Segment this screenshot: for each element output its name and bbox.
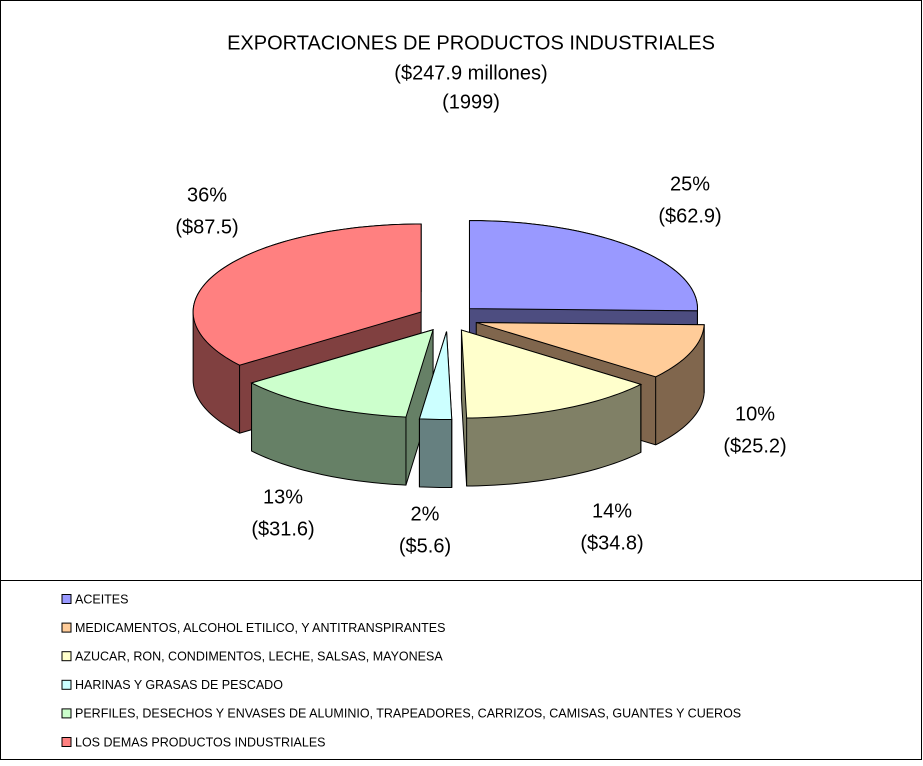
slice (192, 223, 422, 366)
slice (250, 328, 434, 418)
percent-label: 10% (735, 403, 775, 425)
slice (468, 220, 698, 312)
value-label: ($31.6) (251, 518, 314, 540)
legend-swatch (61, 679, 72, 690)
legend-label: ACEITES (75, 592, 129, 606)
legend-swatch (61, 622, 72, 633)
value-label: ($87.5) (175, 216, 238, 238)
value-label: ($5.6) (399, 535, 451, 557)
legend-label: PERFILES, DESECHOS Y ENVASES DE ALUMINIO… (75, 707, 741, 721)
legend-swatch (61, 594, 72, 604)
legend-swatch (61, 651, 72, 662)
legend-label: HARINAS Y GRASAS DE PESCADO (75, 678, 283, 692)
percent-label: 14% (592, 500, 632, 522)
percent-label: 2% (411, 503, 440, 525)
legend-label: AZUCAR, RON, CONDIMENTOS, LECHE, SALSAS,… (75, 649, 443, 663)
percent-label: 25% (670, 173, 710, 195)
legend-swatch (61, 708, 72, 719)
legend-swatch (61, 737, 72, 747)
chart-subtitle: ($247.9 millones) (394, 62, 547, 84)
chart-title: EXPORTACIONES DE PRODUCTOS INDUSTRIALES (227, 32, 715, 54)
slice (418, 331, 453, 420)
percent-label: 13% (263, 486, 303, 508)
legend-label: MEDICAMENTOS, ALCOHOL ETILICO, Y ANTITRA… (75, 621, 445, 635)
percent-label: 36% (187, 184, 227, 206)
slice (476, 322, 705, 378)
value-label: ($34.8) (580, 532, 643, 554)
value-label: ($62.9) (658, 205, 721, 227)
value-label: ($25.2) (723, 435, 786, 457)
chart-year: (1999) (442, 91, 500, 113)
slice (460, 329, 643, 419)
legend-label: LOS DEMAS PRODUCTOS INDUSTRIALES (75, 735, 326, 749)
